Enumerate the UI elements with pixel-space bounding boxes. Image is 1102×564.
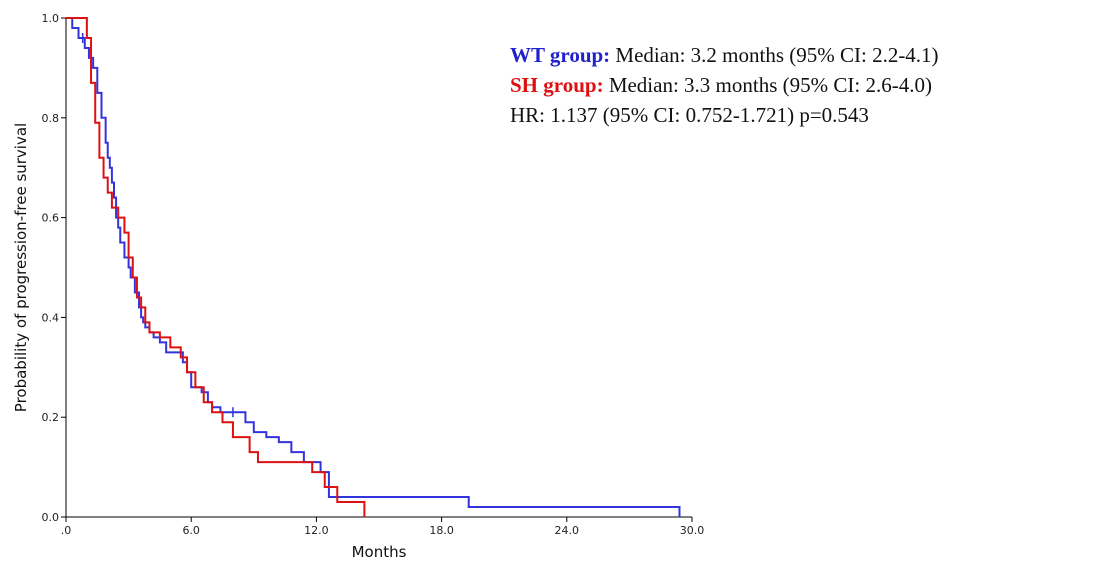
legend-sh-text: Median: 3.3 months (95% CI: 2.6-4.0) bbox=[603, 73, 932, 97]
y-tick-label: 0.0 bbox=[42, 511, 60, 524]
axes: 0.0 0.2 0.4 0.6 0.8 1.0 .0 6.0 12.0 18.0 24.0 30.0 bbox=[42, 12, 705, 537]
series-layer bbox=[66, 17, 681, 517]
x-tick-label: .0 bbox=[61, 524, 72, 537]
legend-hr: HR: 1.137 (95% CI: 0.752-1.721) p=0.543 bbox=[510, 100, 939, 130]
x-axis-title: Months bbox=[352, 543, 407, 561]
y-tick-label: 1.0 bbox=[42, 12, 60, 25]
x-tick-label: 18.0 bbox=[429, 524, 454, 537]
y-tick-label: 0.6 bbox=[42, 212, 60, 225]
x-tick-label: 30.0 bbox=[680, 524, 705, 537]
y-axis-title: Probability of progression-free survival bbox=[12, 123, 30, 412]
x-tick-label: 6.0 bbox=[182, 524, 200, 537]
legend-wt-text: Median: 3.2 months (95% CI: 2.2-4.1) bbox=[610, 43, 939, 67]
hazard-ratio-text: HR: 1.137 (95% CI: 0.752-1.721) p=0.543 bbox=[510, 103, 869, 127]
legend-wt: WT group: Median: 3.2 months (95% CI: 2.… bbox=[510, 40, 939, 70]
sh-group-line bbox=[66, 17, 366, 517]
legend-wt-label: WT group: bbox=[510, 43, 611, 67]
legend-sh: SH group: Median: 3.3 months (95% CI: 2.… bbox=[510, 70, 939, 100]
legend-sh-label: SH group: bbox=[510, 73, 604, 97]
y-tick-label: 0.4 bbox=[42, 311, 60, 324]
legend: WT group: Median: 3.2 months (95% CI: 2.… bbox=[510, 40, 939, 130]
y-tick-label: 0.8 bbox=[42, 112, 60, 125]
x-tick-label: 24.0 bbox=[555, 524, 580, 537]
y-tick-label: 0.2 bbox=[42, 411, 60, 424]
x-tick-label: 12.0 bbox=[304, 524, 329, 537]
